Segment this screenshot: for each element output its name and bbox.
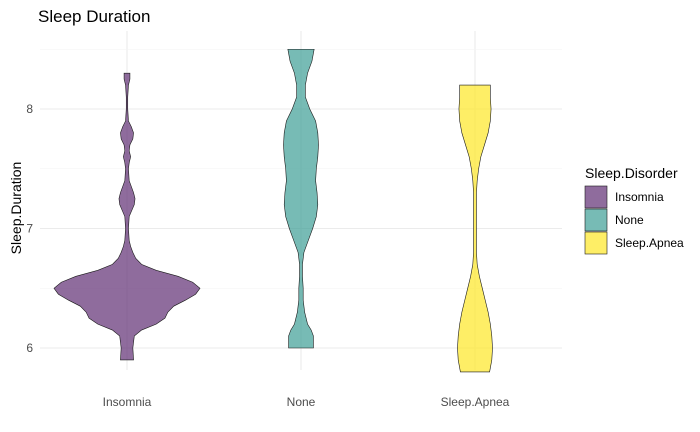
violin-layer (53, 48, 493, 373)
legend-key (584, 231, 608, 255)
legend-key (584, 185, 608, 209)
legend-label: Insomnia (615, 190, 664, 204)
legend-label: Sleep.Apnea (615, 236, 684, 250)
violin-insomnia (53, 72, 201, 361)
legend-key (584, 208, 608, 232)
x-tick-label: Sleep.Apnea (441, 395, 510, 409)
x-axis: Insomnia None Sleep.Apnea (103, 395, 510, 409)
legend-title: Sleep.Disorder (585, 165, 678, 181)
violin-none (283, 48, 319, 349)
y-axis: 6 7 8 (26, 102, 33, 355)
y-tick-label: 7 (26, 222, 33, 236)
legend-label: None (615, 213, 644, 227)
x-tick-label: Insomnia (103, 395, 152, 409)
violin-sleep-apnea (457, 84, 493, 373)
y-tick-label: 6 (26, 341, 33, 355)
y-tick-label: 8 (26, 102, 33, 116)
legend: Sleep.Disorder Insomnia None Sleep.Apnea (584, 165, 684, 255)
y-axis-title: Sleep.Duration (8, 162, 24, 255)
x-tick-label: None (287, 395, 316, 409)
chart-title: Sleep Duration (38, 7, 150, 26)
